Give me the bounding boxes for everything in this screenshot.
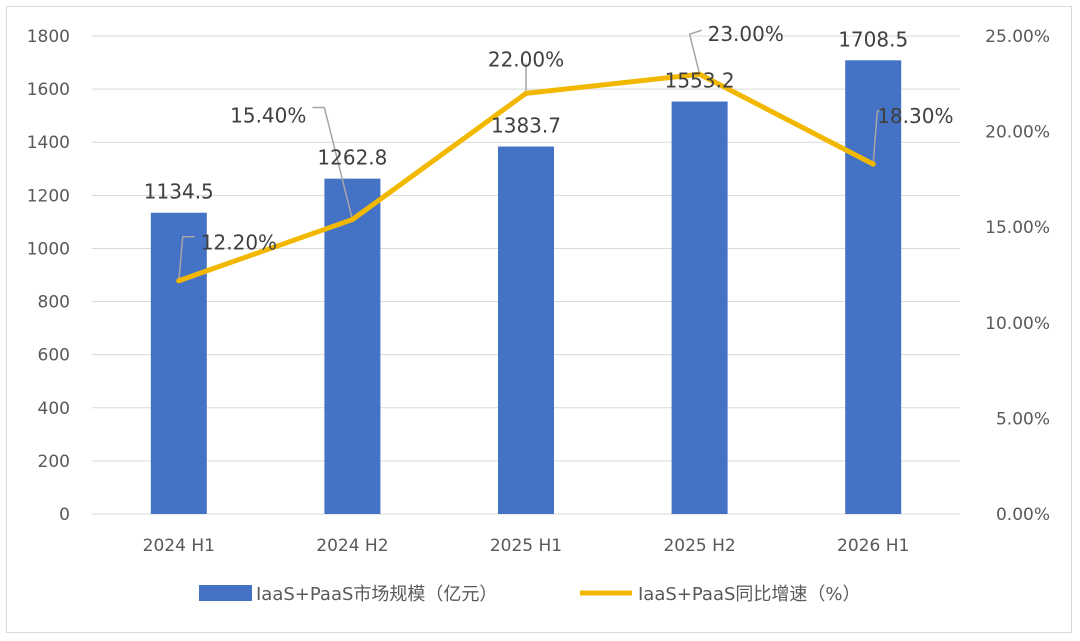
line-data-label: 12.20% xyxy=(201,231,277,255)
bar xyxy=(671,101,728,514)
leader-line xyxy=(312,106,354,220)
line-data-label: 18.30% xyxy=(877,104,953,128)
legend-label-line: IaaS+PaaS同比增速（%） xyxy=(638,584,861,605)
y-right-tick-label: 0.00% xyxy=(996,505,1050,525)
y-left-tick-label: 0 xyxy=(59,505,70,525)
y-left-tick-label: 1800 xyxy=(27,27,70,47)
y-right-tick-label: 5.00% xyxy=(996,409,1050,429)
x-tick-label: 2025 H2 xyxy=(663,536,735,556)
x-tick-label: 2024 H2 xyxy=(316,536,388,556)
y-left-tick-label: 1600 xyxy=(27,80,70,100)
bar xyxy=(150,212,207,514)
y-left-tick-label: 1400 xyxy=(27,133,70,153)
line-data-label: 23.00% xyxy=(708,22,784,46)
bar-data-label: 1134.5 xyxy=(144,180,214,204)
leader-line xyxy=(178,235,195,281)
y-left-tick-label: 200 xyxy=(38,452,70,472)
data-labels: 1134.5 1262.8 1383.7 1553.2 1708.5 12.20% 15.4… xyxy=(144,22,954,254)
line-point xyxy=(523,90,529,96)
y-right-tick-label: 20.00% xyxy=(985,123,1050,143)
y-right-tick-label: 25.00% xyxy=(985,27,1050,47)
line-point xyxy=(176,278,182,284)
y-left-tick-label: 600 xyxy=(38,346,70,366)
y-left-tick-label: 1200 xyxy=(27,186,70,206)
line-data-label: 22.00% xyxy=(488,47,564,71)
bar-data-label: 1553.2 xyxy=(665,69,735,93)
bar-data-label: 1262.8 xyxy=(317,146,387,170)
legend-swatch-bar xyxy=(199,585,252,601)
y-left-tick-label: 400 xyxy=(38,399,70,419)
bar-data-label: 1383.7 xyxy=(491,114,561,138)
bar xyxy=(324,178,381,515)
x-tick-label: 2024 H1 xyxy=(143,536,215,556)
bar-series xyxy=(150,60,902,515)
legend-label-bar: IaaS+PaaS市场规模（亿元） xyxy=(256,584,497,605)
bar-data-label: 1708.5 xyxy=(838,27,908,51)
line-data-label: 15.40% xyxy=(230,104,306,128)
chart-frame xyxy=(6,6,1072,633)
x-tick-label: 2025 H1 xyxy=(490,536,562,556)
y-right-tick-label: 15.00% xyxy=(985,218,1050,238)
leader-line xyxy=(688,29,702,75)
x-tick-label: 2026 H1 xyxy=(837,536,909,556)
bar xyxy=(845,60,902,514)
line-series xyxy=(176,71,876,284)
legend: IaaS+PaaS市场规模（亿元） IaaS+PaaS同比增速（%） xyxy=(199,584,861,605)
line-point xyxy=(697,71,703,77)
leader-line xyxy=(872,107,882,165)
line-point xyxy=(870,161,876,167)
line-point xyxy=(349,217,355,223)
axes: 0 200 400 600 800 1000 1200 1400 1600 1800 0.00% 5.… xyxy=(27,27,1050,556)
y-left-tick-label: 800 xyxy=(38,293,70,313)
y-left-tick-label: 1000 xyxy=(27,239,70,259)
bar xyxy=(498,146,554,514)
leader-lines xyxy=(178,29,882,281)
y-right-tick-label: 10.00% xyxy=(985,314,1050,334)
